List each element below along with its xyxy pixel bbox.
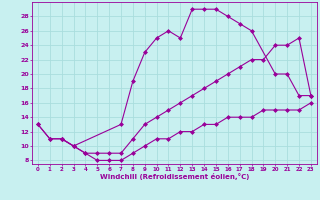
X-axis label: Windchill (Refroidissement éolien,°C): Windchill (Refroidissement éolien,°C) bbox=[100, 173, 249, 180]
